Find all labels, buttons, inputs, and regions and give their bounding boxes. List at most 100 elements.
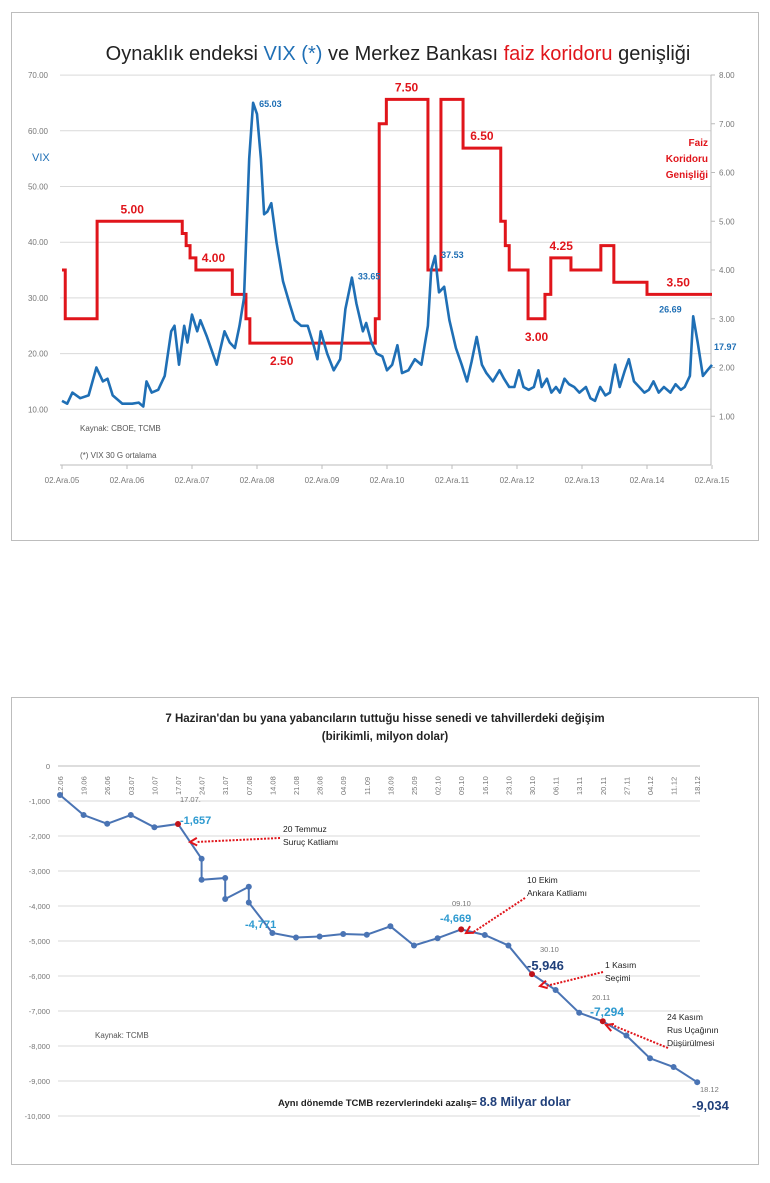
event-annotation: 20 Temmuz — [283, 824, 327, 834]
chart-title: Oynaklık endeksi VIX (*) ve Merkez Banka… — [106, 43, 691, 65]
x-tick-label: 16.10 — [481, 776, 490, 795]
y-tick-label: 20.00 — [28, 350, 49, 359]
x-tick-label: 11.12 — [670, 777, 679, 795]
data-point — [599, 1018, 606, 1025]
y2-tick-label: 5.00 — [719, 217, 735, 226]
data-point — [458, 926, 465, 933]
x-tick-label: 02.Ara.05 — [45, 476, 80, 485]
event-annotation: Seçimi — [605, 973, 631, 983]
value-label: -1,657 — [180, 815, 211, 827]
data-point — [57, 792, 63, 799]
y-tick-label: 50.00 — [28, 183, 49, 192]
chart-note: Kaynak: CBOE, TCMB — [80, 424, 161, 433]
x-tick-label: 21.08 — [292, 776, 301, 795]
data-point — [670, 1064, 677, 1070]
data-point — [481, 932, 488, 939]
arrowhead-icon — [464, 925, 475, 935]
x-tick-label: 19.06 — [80, 776, 89, 795]
y-tick-label: -9,000 — [29, 1077, 50, 1086]
flow-line — [59, 794, 698, 1084]
y-tick-label: -7,000 — [29, 1007, 50, 1016]
x-tick-label: 07.08 — [245, 776, 254, 795]
x-tick-label: 30.10 — [528, 776, 537, 795]
corridor-data-label: 6.50 — [470, 129, 494, 143]
x-tick-label: 02.10 — [434, 776, 443, 795]
x-tick-label: 12.06 — [56, 776, 65, 795]
vix-data-label: 65.03 — [259, 99, 282, 109]
arrowhead-icon — [187, 837, 198, 847]
y2-axis-title: Genişliği — [666, 170, 708, 181]
y-tick-label: -6,000 — [29, 972, 50, 981]
data-point — [316, 933, 323, 940]
event-arrow — [471, 897, 526, 934]
x-tick-label: 02.Ara.09 — [305, 476, 340, 485]
data-point — [411, 942, 417, 949]
chart-foreign-flows-frame — [11, 697, 759, 1165]
chart-subtitle: (birikimli, milyon dolar) — [322, 731, 449, 743]
value-date-label: 17.07. — [180, 795, 201, 804]
value-date-label: 09.10 — [452, 899, 471, 908]
x-tick-label: 17.07 — [174, 776, 183, 795]
event-annotation: 24 Kasım — [667, 1012, 703, 1022]
reserves-note: Aynı dönemde TCMB rezervlerindeki azalış… — [278, 1095, 571, 1109]
value-date-label: 20.11 — [592, 993, 610, 1002]
x-tick-label: 09.10 — [457, 776, 466, 795]
y-tick-label: -3,000 — [29, 867, 50, 876]
y2-tick-label: 6.00 — [719, 169, 735, 178]
vix-data-label: 26.69 — [659, 304, 682, 314]
y-tick-label: 60.00 — [28, 127, 49, 136]
x-tick-label: 04.09 — [339, 776, 348, 795]
event-annotation: 10 Ekim — [527, 875, 558, 885]
chart-title-part: genişliği — [613, 43, 691, 65]
x-tick-label: 02.Ara.06 — [110, 476, 145, 485]
value-date-label: 30.10 — [540, 945, 559, 954]
chart-title-part: ve Merkez Bankası — [322, 43, 503, 65]
event-arrow — [545, 971, 604, 987]
chart-title-part: Oynaklık endeksi — [106, 43, 264, 65]
y2-tick-label: 3.00 — [719, 315, 735, 324]
x-tick-label: 11.09 — [363, 777, 372, 795]
x-tick-label: 02.Ara.12 — [500, 476, 535, 485]
event-annotation: Suruç Katliamı — [283, 837, 338, 847]
data-point — [245, 883, 252, 890]
y-axis-title: VIX — [32, 152, 50, 164]
data-point — [175, 820, 181, 827]
chart-note: (*) VIX 30 G ortalama — [80, 451, 157, 460]
corridor-data-label: 3.00 — [525, 330, 549, 344]
data-point — [434, 935, 441, 942]
data-point — [340, 931, 347, 937]
x-tick-label: 10.07 — [150, 776, 159, 795]
x-tick-label: 02.Ara.10 — [370, 476, 405, 485]
y-tick-label: -4,000 — [29, 902, 50, 911]
y-tick-label: -5,000 — [29, 937, 50, 946]
data-point — [222, 896, 229, 902]
data-point — [198, 876, 205, 883]
data-point — [387, 923, 394, 930]
data-point — [80, 812, 87, 818]
y-tick-label: -2,000 — [29, 832, 50, 841]
data-point — [127, 812, 134, 818]
corridor-data-label: 4.00 — [202, 251, 226, 265]
chart-title-part: VIX (*) — [264, 43, 323, 65]
data-point — [529, 971, 535, 978]
reserves-note-prefix: Aynı dönemde TCMB rezervlerindeki azalış… — [278, 1098, 480, 1109]
x-tick-label: 13.11 — [575, 777, 584, 795]
y2-axis-title: Faiz — [689, 138, 708, 149]
y2-tick-label: 2.00 — [719, 364, 735, 373]
y2-axis-title: Koridoru — [666, 154, 708, 165]
x-tick-label: 02.Ara.08 — [240, 476, 275, 485]
y-tick-label: 70.00 — [28, 71, 49, 80]
x-tick-label: 27.11 — [622, 777, 631, 795]
x-tick-label: 18.09 — [386, 776, 395, 795]
data-point — [293, 934, 299, 941]
reserves-note-value: 8.8 Milyar dolar — [480, 1095, 571, 1109]
value-date-label: 18.12 — [700, 1085, 719, 1094]
x-tick-label: 24.07 — [198, 776, 207, 795]
corridor-data-label: 4.25 — [550, 239, 574, 253]
value-label: -5,946 — [527, 958, 564, 973]
corridor-data-label: 7.50 — [395, 80, 419, 94]
x-tick-label: 02.Ara.13 — [565, 476, 600, 485]
value-label: -7,294 — [590, 1005, 624, 1019]
event-annotation: 1 Kasım — [605, 960, 636, 970]
